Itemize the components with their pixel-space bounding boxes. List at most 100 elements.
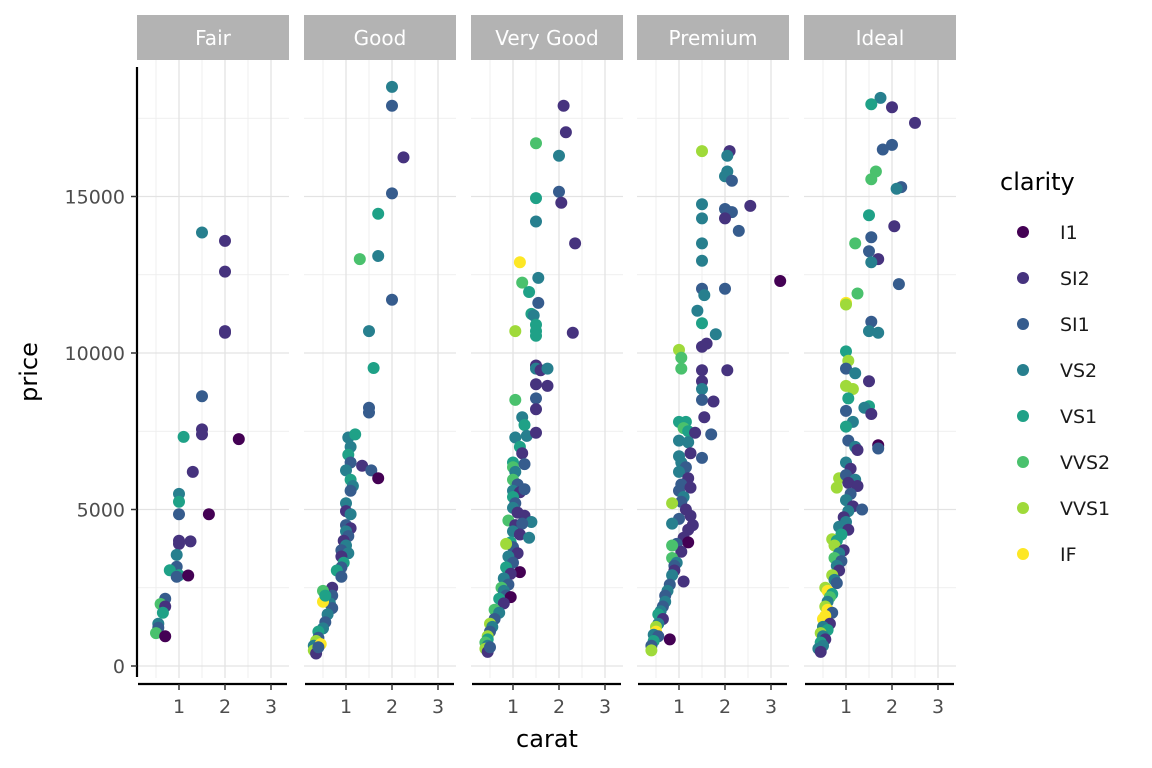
x-tick-label: 3 — [932, 696, 944, 718]
data-point-si1 — [196, 390, 208, 403]
data-point-vs1 — [840, 345, 852, 358]
data-point-si1 — [865, 231, 878, 244]
data-point-i1 — [372, 472, 385, 485]
data-point-vvs2 — [150, 627, 162, 640]
data-point-si2 — [677, 575, 690, 588]
data-point-si2 — [696, 340, 708, 353]
facet-panel-very-good: Very Good 1 2 3 — [471, 15, 623, 718]
legend-label: SI2 — [1060, 268, 1090, 290]
data-point-si2 — [886, 101, 898, 114]
data-point-vs2 — [196, 226, 208, 239]
facet-panel-ideal: Ideal 1 2 3 — [804, 15, 956, 718]
legend-label: VS1 — [1060, 406, 1097, 428]
facet-strip-label: Ideal — [856, 26, 905, 50]
data-point-vs2 — [666, 569, 679, 582]
x-tick-label: 2 — [719, 696, 731, 718]
legend-key-dot — [1017, 456, 1029, 468]
data-point-vvs1 — [840, 298, 852, 311]
facet-panel-good: Good 1 2 3 — [304, 15, 456, 718]
data-point-si1 — [553, 185, 565, 198]
data-point-i1 — [202, 508, 215, 521]
facet-strip — [804, 15, 956, 60]
data-point-vs1 — [367, 362, 380, 374]
data-point-vvs2 — [675, 351, 688, 364]
data-point-si2 — [909, 116, 921, 129]
data-point-si2 — [566, 326, 579, 339]
data-point-si1 — [840, 362, 852, 375]
data-point-vs2 — [696, 383, 708, 395]
data-point-si1 — [696, 451, 708, 464]
data-point-si2 — [513, 528, 526, 541]
x-tick-label: 1 — [507, 696, 519, 718]
data-point-si1 — [830, 577, 843, 590]
data-point-si1 — [696, 393, 708, 406]
data-point-i1 — [513, 566, 526, 579]
data-point-si1 — [518, 458, 531, 471]
data-point-vs2 — [673, 465, 685, 478]
legend-label: I1 — [1060, 222, 1078, 244]
data-point-vvs1 — [846, 383, 859, 395]
legend-key-dot — [1017, 226, 1029, 238]
data-point-si1 — [719, 282, 731, 295]
data-point-si1 — [876, 143, 889, 156]
data-point-si1 — [518, 483, 531, 496]
data-point-si2 — [675, 545, 688, 558]
facet-strip-label: Premium — [669, 26, 758, 50]
data-point-si2 — [851, 480, 864, 492]
legend-item-vvs2: VVS2 — [1017, 452, 1110, 474]
data-point-vvs2 — [666, 539, 679, 552]
data-point-si2 — [698, 411, 711, 424]
data-point-vs2 — [532, 271, 545, 284]
legend-label: IF — [1060, 544, 1077, 566]
data-point-si1 — [732, 224, 745, 237]
x-tick-label: 1 — [340, 696, 352, 718]
data-point-si2 — [184, 535, 197, 548]
data-point-si2 — [497, 597, 510, 610]
x-tick-label: 3 — [765, 696, 777, 718]
data-point-si1 — [865, 315, 878, 328]
data-point-vs2 — [523, 531, 536, 544]
data-point-vs2 — [541, 362, 554, 375]
data-point-vs2 — [525, 516, 538, 528]
facet-strip-label: Very Good — [495, 26, 599, 50]
data-point-vs2 — [682, 436, 695, 449]
data-point-si2 — [530, 426, 542, 439]
data-point-vs2 — [696, 237, 708, 250]
data-point-vs2 — [340, 464, 352, 477]
data-point-si2 — [719, 212, 731, 225]
data-point-si2 — [865, 408, 878, 420]
data-point-si2 — [744, 199, 757, 212]
data-point-vs1 — [840, 420, 852, 433]
facet-strip — [471, 15, 623, 60]
legend-item-if: IF — [1017, 544, 1077, 566]
data-point-vs2 — [696, 254, 708, 267]
facet-strip — [304, 15, 456, 60]
x-tick-label: 2 — [886, 696, 898, 718]
data-point-vs1 — [523, 286, 536, 298]
data-point-si2 — [569, 237, 582, 250]
data-point-vs2 — [372, 250, 385, 262]
legend-item-i1: I1 — [1017, 222, 1078, 244]
y-tick-label: 15000 — [65, 187, 125, 209]
data-point-vs2 — [386, 80, 398, 93]
data-point-vs1 — [530, 192, 542, 205]
x-tick-label: 3 — [265, 696, 277, 718]
data-point-vvs2 — [530, 137, 542, 150]
data-point-si2 — [219, 265, 231, 278]
data-point-vs2 — [530, 215, 542, 228]
data-point-si2 — [196, 428, 208, 441]
data-point-i1 — [682, 536, 695, 549]
data-point-si1 — [170, 570, 183, 583]
facet-strip — [137, 15, 289, 60]
data-point-vs1 — [696, 317, 708, 330]
data-point-vs1 — [177, 430, 190, 443]
legend-items: I1 SI2 SI1 VS2 VS1 VVS2 VVS1 IF — [1017, 222, 1110, 566]
data-point-vs2 — [863, 325, 875, 338]
data-point-vs2 — [890, 182, 903, 195]
data-point-si1 — [530, 392, 542, 405]
legend-item-vs1: VS1 — [1017, 406, 1097, 428]
data-point-vs1 — [372, 207, 385, 220]
data-point-si1 — [840, 404, 852, 417]
